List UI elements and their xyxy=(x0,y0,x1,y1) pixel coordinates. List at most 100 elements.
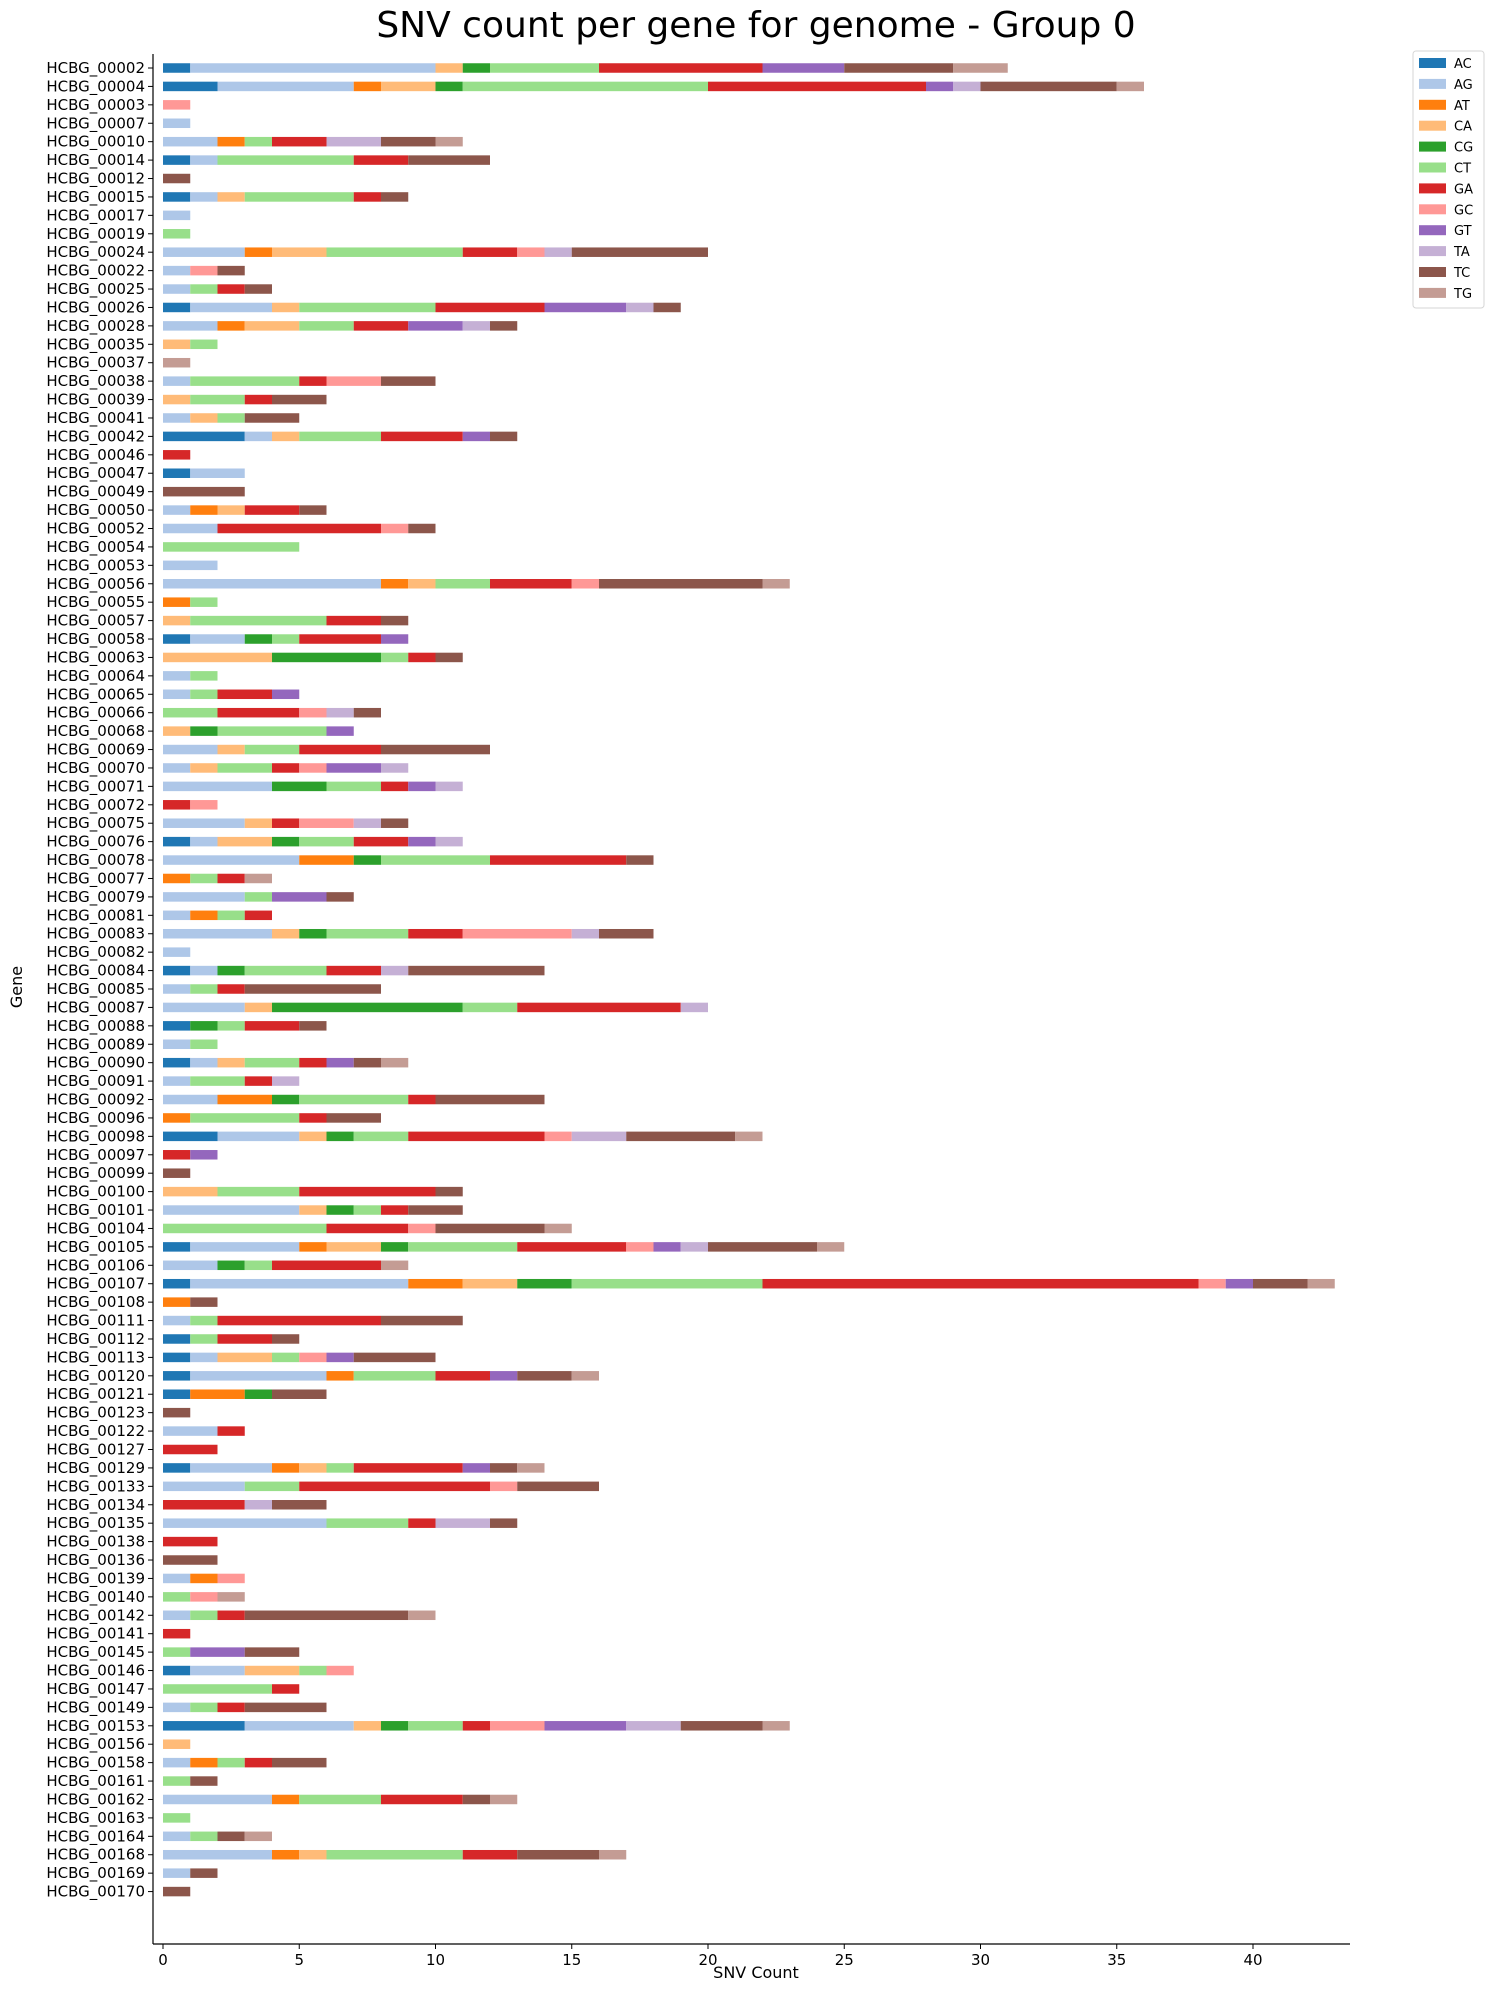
y-tick-label: HCBG_00099 xyxy=(46,1164,145,1183)
legend-swatch-ca xyxy=(1419,120,1446,131)
bar-segment-hcbg-00107-gt xyxy=(1225,1278,1253,1289)
bar-segment-hcbg-00069-ca xyxy=(217,744,245,755)
bar-segment-hcbg-00002-gt xyxy=(762,63,845,73)
bar-segment-hcbg-00076-ta xyxy=(435,836,463,847)
y-tick-label: HCBG_00158 xyxy=(46,1754,145,1773)
bar-segment-hcbg-00153-cg xyxy=(381,1721,409,1731)
bar-segment-hcbg-00024-ga xyxy=(462,247,518,257)
bar-segment-hcbg-00107-tg xyxy=(1307,1278,1335,1289)
bar-segment-hcbg-00015-tc xyxy=(381,192,409,202)
y-tick-label: HCBG_00068 xyxy=(46,722,145,741)
bar-segment-hcbg-00022-gc xyxy=(190,265,218,276)
bar-segment-hcbg-00158-ga xyxy=(244,1757,272,1768)
bar-segment-hcbg-00112-tc xyxy=(272,1334,300,1344)
bar-segment-hcbg-00162-at xyxy=(272,1794,300,1805)
legend-label-ca: CA xyxy=(1454,120,1472,135)
y-tick-label: HCBG_00022 xyxy=(46,262,145,281)
bar-segment-hcbg-00090-ac xyxy=(163,1057,191,1068)
x-axis: 0 5 10 15 20 25 30 35 40 xyxy=(153,1943,1350,1969)
bar-segment-hcbg-00065-gt xyxy=(272,689,300,700)
y-tick-label: HCBG_00019 xyxy=(46,225,145,244)
y-tick-label: HCBG_00122 xyxy=(46,1422,145,1441)
bar-segment-hcbg-00004-ga xyxy=(708,81,926,92)
bar-segment-hcbg-00158-tc xyxy=(272,1757,327,1768)
bar-segment-hcbg-00014-tc xyxy=(408,155,490,165)
bar-segment-hcbg-00028-ag xyxy=(163,321,218,331)
bar-segment-hcbg-00120-ag xyxy=(190,1371,327,1381)
y-tick-label: HCBG_00139 xyxy=(46,1569,145,1588)
bar-segment-hcbg-00038-gc xyxy=(326,376,381,386)
x-tick-label: 30 xyxy=(971,1951,990,1969)
bar-segment-hcbg-00079-tc xyxy=(326,892,354,902)
bar-segment-hcbg-00004-ac xyxy=(163,81,218,92)
bar-segment-hcbg-00161-tc xyxy=(190,1776,218,1786)
bar-segment-hcbg-00133-ct xyxy=(244,1481,300,1492)
y-tick-label: HCBG_00081 xyxy=(46,906,145,925)
y-tick-label: HCBG_00121 xyxy=(46,1385,145,1404)
bar-segment-hcbg-00121-tc xyxy=(272,1389,327,1399)
bar-segment-hcbg-00083-ga xyxy=(408,928,463,939)
bar-segment-hcbg-00058-ga xyxy=(299,634,381,644)
y-tick-label: HCBG_00134 xyxy=(46,1496,145,1515)
bar-segment-hcbg-00129-ga xyxy=(353,1463,463,1473)
bar-segment-hcbg-00003-gc xyxy=(163,100,191,110)
bar-segment-hcbg-00108-tc xyxy=(190,1297,218,1307)
bar-segment-hcbg-00010-ag xyxy=(163,136,218,147)
y-tick-label: HCBG_00017 xyxy=(46,206,145,225)
bar-segment-hcbg-00056-ga xyxy=(490,579,572,589)
bar-segment-hcbg-00081-ag xyxy=(163,910,191,921)
bar-segment-hcbg-00090-ca xyxy=(217,1057,245,1068)
bar-segment-hcbg-00050-tc xyxy=(299,505,327,515)
x-tick-label: 40 xyxy=(1243,1951,1262,1969)
bar-segment-hcbg-00070-gt xyxy=(326,763,381,773)
x-tick-label: 35 xyxy=(1107,1951,1126,1969)
bar-segment-hcbg-00070-ga xyxy=(272,763,300,773)
bar-segment-hcbg-00002-tc xyxy=(844,63,954,73)
y-tick-label: HCBG_00050 xyxy=(46,501,145,520)
bar-segment-hcbg-00066-gc xyxy=(299,707,327,718)
bar-segment-hcbg-00162-ct xyxy=(299,1794,381,1805)
y-tick-label: HCBG_00069 xyxy=(46,741,145,760)
legend-label-ag: AG xyxy=(1454,78,1473,93)
bar-segment-hcbg-00064-ag xyxy=(163,671,191,681)
bar-segment-hcbg-00065-ag xyxy=(163,689,191,700)
bar-segment-hcbg-00105-ta xyxy=(680,1242,708,1252)
bar-segment-hcbg-00107-tc xyxy=(1253,1278,1308,1289)
bar-segment-hcbg-00129-at xyxy=(272,1463,300,1473)
bar-segment-hcbg-00098-gc xyxy=(544,1131,572,1142)
y-tick-label: HCBG_00106 xyxy=(46,1256,145,1275)
bar-segment-hcbg-00081-at xyxy=(190,910,218,921)
bar-segment-hcbg-00004-gt xyxy=(926,81,954,92)
bar-segment-hcbg-00098-ct xyxy=(353,1131,409,1142)
y-tick-label: HCBG_00149 xyxy=(46,1698,145,1717)
x-tick-label: 5 xyxy=(294,1951,304,1969)
y-tick-label: HCBG_00049 xyxy=(46,483,145,502)
bar-segment-hcbg-00101-tc xyxy=(408,1205,463,1215)
bar-segment-hcbg-00140-ct xyxy=(163,1592,191,1602)
bar-segment-hcbg-00101-ca xyxy=(299,1205,327,1215)
bar-segment-hcbg-00169-ag xyxy=(163,1868,191,1878)
bar-segment-hcbg-00135-ga xyxy=(408,1518,436,1528)
bar-segment-hcbg-00138-ga xyxy=(163,1536,218,1547)
bar-segment-hcbg-00145-tc xyxy=(244,1647,300,1657)
bar-segment-hcbg-00071-gt xyxy=(408,781,436,792)
bar-segment-hcbg-00028-ta xyxy=(462,321,490,331)
legend-swatch-gc xyxy=(1419,204,1446,215)
bar-segment-hcbg-00077-tg xyxy=(244,873,272,884)
bar-segment-hcbg-00002-ca xyxy=(435,63,463,73)
bar-segment-hcbg-00169-tc xyxy=(190,1868,218,1878)
bar-segment-hcbg-00083-ct xyxy=(326,928,409,939)
bar-segment-hcbg-00129-tg xyxy=(517,1463,545,1473)
bar-segment-hcbg-00129-gt xyxy=(462,1463,490,1473)
bar-segment-hcbg-00088-ga xyxy=(244,1021,300,1031)
bar-segment-hcbg-00139-gc xyxy=(217,1573,245,1584)
y-tick-label: HCBG_00085 xyxy=(46,980,145,999)
y-tick-label: HCBG_00108 xyxy=(46,1293,145,1312)
bar-segment-hcbg-00129-tc xyxy=(490,1463,518,1473)
bar-segment-hcbg-00063-ga xyxy=(408,652,436,663)
legend-label-tg: TG xyxy=(1453,287,1472,302)
bar-segment-hcbg-00120-gt xyxy=(490,1371,518,1381)
bar-segment-hcbg-00026-ga xyxy=(435,302,545,313)
bar-segment-hcbg-00054-ct xyxy=(163,542,300,552)
legend-label-ac: AC xyxy=(1454,57,1472,72)
